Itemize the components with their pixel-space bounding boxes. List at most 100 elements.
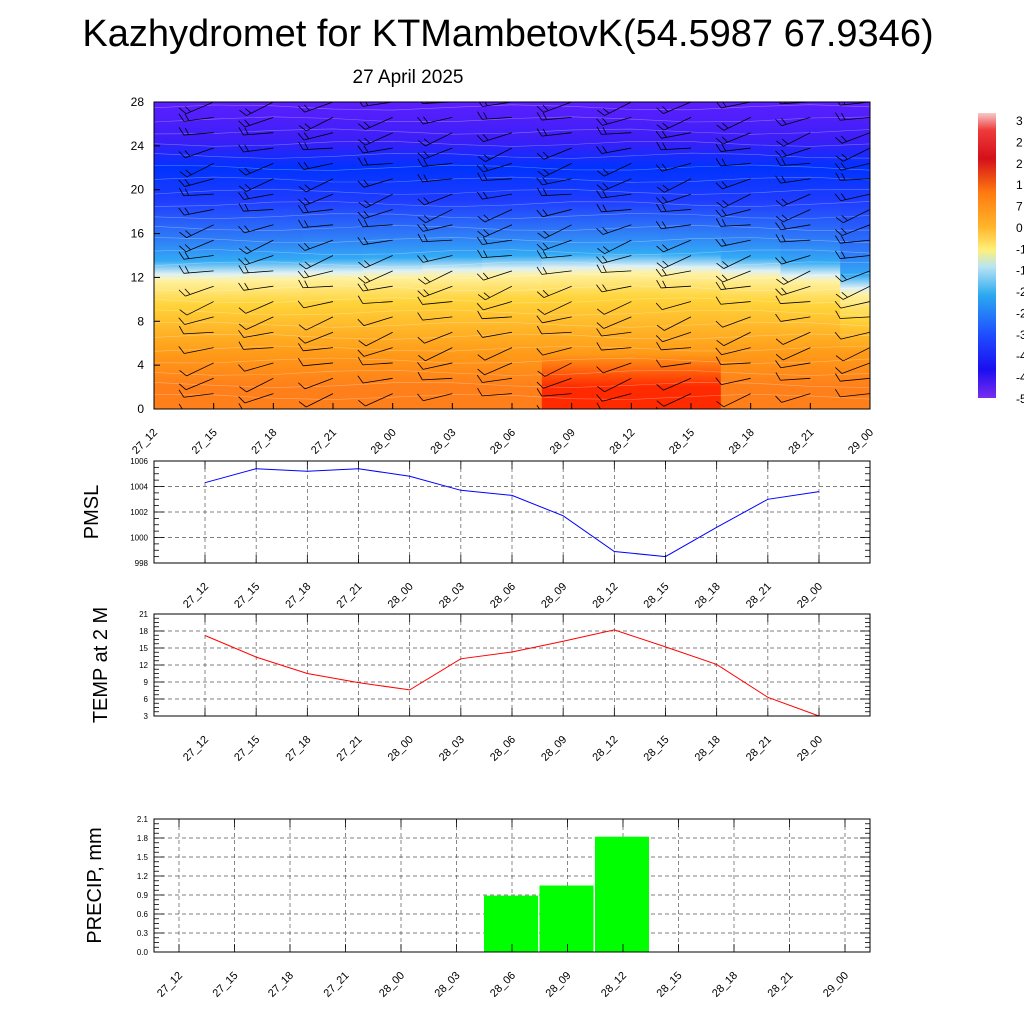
y-tick-label: 28 (131, 95, 145, 109)
wind-barb (238, 393, 274, 404)
wind-barb (298, 141, 334, 151)
wind-barb (835, 147, 870, 162)
wind-barb (417, 233, 453, 243)
wind-barb (178, 316, 214, 325)
contour-line (154, 297, 870, 304)
wind-barb (536, 102, 572, 113)
contour-line (154, 213, 870, 220)
wind-barb (417, 312, 453, 321)
wind-barb (835, 310, 870, 319)
wind-barb (775, 193, 811, 207)
x-tick-label: 28_00 (386, 581, 416, 611)
wind-barb (775, 372, 811, 381)
wind-barb (775, 157, 811, 166)
wind-barb (476, 330, 513, 338)
wind-barb (656, 141, 692, 151)
x-tick-label: 28_21 (766, 970, 796, 1000)
wind-barb (357, 218, 393, 228)
y-tick-label: 3 (144, 712, 149, 721)
contour-line (154, 333, 870, 340)
x-tick-label: 28_06 (488, 734, 518, 764)
wind-barb (476, 163, 513, 173)
heat-column (541, 102, 603, 409)
wind-barb (715, 347, 751, 356)
wind-barb (417, 158, 453, 167)
page-title: Kazhydromet for KTMambetovK(54.5987 67.9… (82, 13, 933, 55)
wind-barb (835, 235, 870, 244)
wind-barb (715, 356, 751, 365)
wind-barb (835, 389, 870, 398)
wind-barb (655, 268, 692, 277)
wind-barb (154, 393, 155, 396)
contour-line (154, 140, 870, 147)
wind-barb (477, 172, 513, 181)
contour-line (154, 188, 870, 195)
y-axis-label: PRECIP, mm (84, 827, 106, 943)
wind-barb (655, 193, 692, 205)
contour-line (154, 261, 870, 268)
wind-barb (655, 359, 692, 368)
wind-barb (716, 331, 751, 347)
precip-bar (539, 885, 594, 952)
wind-barb (715, 281, 751, 290)
wind-barb (656, 203, 692, 213)
contour-line (154, 152, 870, 159)
wind-barb (596, 362, 632, 374)
wind-barb (776, 132, 811, 147)
wind-barb (536, 177, 572, 186)
wind-barb (715, 316, 751, 328)
wind-barb (357, 237, 393, 246)
wind-barb (655, 301, 692, 311)
x-tick-label: 28_15 (642, 734, 672, 764)
wind-barb (357, 178, 393, 188)
wind-barb (537, 301, 572, 315)
temp-line (204, 629, 820, 717)
wind-barb (835, 102, 870, 106)
wind-barb (178, 207, 214, 216)
cross-section-chart: 0 4 8 12 16 20 24 28 27_12 27_15 27_18 27_21 28_00 28… (130, 95, 876, 457)
y-tick-label: 18 (139, 627, 148, 636)
wind-barb (775, 209, 811, 223)
wind-barb (417, 174, 453, 183)
wind-barb (417, 285, 453, 298)
wind-barb (417, 147, 453, 160)
x-tick-label: 27_18 (283, 581, 313, 611)
wind-barb (298, 178, 334, 193)
x-tick-label: 28_09 (548, 427, 578, 457)
wind-barb (417, 331, 453, 344)
wind-barb (715, 238, 751, 247)
wind-barb (297, 270, 334, 279)
wind-barb (775, 175, 811, 184)
wind-barb (418, 347, 453, 362)
wind-barb (417, 223, 453, 232)
wind-barb (477, 249, 513, 259)
wind-barb (716, 393, 751, 408)
wind-barb (655, 221, 692, 230)
x-tick-label: 27_18 (283, 734, 313, 764)
wind-barb (596, 146, 632, 154)
wind-barb (357, 375, 393, 384)
x-tick-label: 27_12 (181, 581, 211, 611)
wind-barb (835, 224, 870, 236)
contour-line (154, 321, 870, 328)
wind-barb (477, 347, 513, 361)
wind-barb (358, 116, 393, 130)
wind-barb (238, 330, 274, 338)
colorbar-label: -1 (1016, 242, 1024, 256)
contour-line (154, 201, 870, 208)
wind-barb (297, 162, 334, 170)
contour-line (154, 128, 870, 135)
heat-column (422, 102, 483, 409)
wind-barb (178, 147, 214, 159)
wind-barb (536, 325, 572, 335)
wind-barb (358, 270, 393, 284)
wind-barb (536, 315, 572, 324)
wind-barb (178, 113, 214, 122)
wind-barb (536, 266, 572, 275)
wind-barb (178, 285, 214, 297)
wind-barb (238, 282, 274, 291)
heat-column (243, 102, 304, 409)
y-tick-label: 6 (144, 695, 149, 704)
wind-barb (477, 362, 513, 376)
